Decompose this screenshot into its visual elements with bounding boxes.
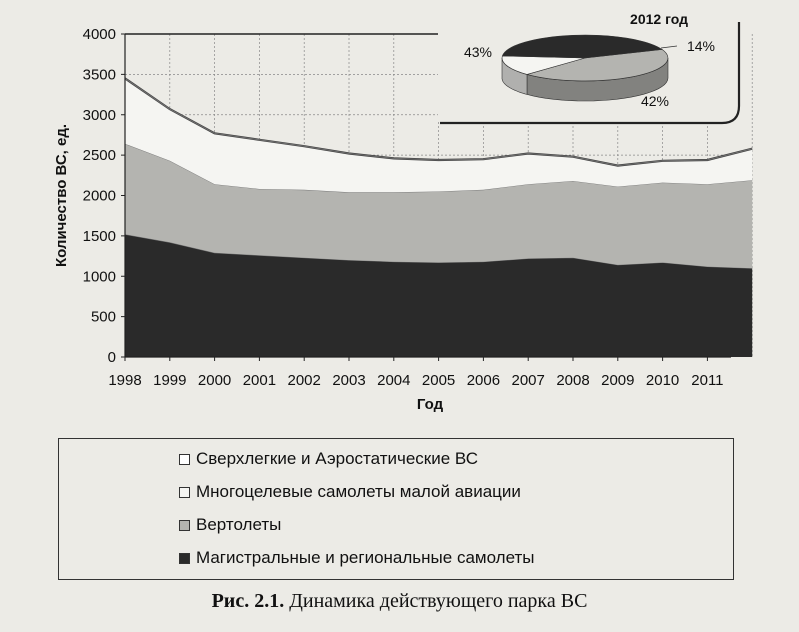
- caption-number: Рис. 2.1.: [211, 590, 285, 612]
- figure-caption: Рис. 2.1. Динамика действующего парка ВС: [0, 590, 799, 613]
- x-tick-label: 1998: [108, 372, 141, 389]
- x-tick-label: 1999: [153, 372, 186, 389]
- pie-slice: [525, 49, 669, 82]
- area-series-1: [125, 143, 753, 269]
- x-tick-label: 2009: [601, 372, 634, 389]
- x-tick-label: 2003: [332, 372, 365, 389]
- legend-label: Магистральные и региональные самолеты: [196, 548, 535, 567]
- legend-label: Вертолеты: [196, 515, 282, 534]
- x-tick-label: 2005: [422, 372, 455, 389]
- pie-slice-label: 42%: [641, 93, 669, 109]
- y-tick-label: 3500: [83, 66, 116, 83]
- chart: 0 500 1000 1500 2000 2500 3000 3500 4000 1998 1999…: [53, 11, 753, 413]
- y-tick-label: 1000: [83, 268, 116, 285]
- y-tick-label: 1500: [83, 228, 116, 245]
- y-tick-label: 2000: [83, 188, 116, 205]
- legend-swatch: [179, 453, 190, 465]
- legend-label: Многоцелевые самолеты малой авиации: [196, 482, 521, 501]
- legend-swatch: [179, 486, 190, 498]
- y-axis-title: Количество ВС, ед.: [53, 124, 70, 267]
- legend-item: Магистральные и региональные самолеты: [179, 548, 534, 568]
- x-tick-label: 2011: [691, 372, 723, 389]
- inset-pie: 2012 год 43% 14% 42%: [438, 11, 741, 125]
- y-tick-label: 4000: [83, 26, 116, 43]
- pie-slice: [501, 55, 586, 75]
- x-tick-label: 2007: [512, 372, 545, 389]
- y-tick-label: 0: [108, 349, 116, 366]
- legend-item: Сверхлегкие и Аэростатические ВС: [179, 449, 478, 469]
- x-tick-label: 2010: [646, 372, 679, 389]
- legend-swatch: [179, 552, 190, 564]
- y-tick-label: 3000: [83, 107, 116, 124]
- x-tick-label: 2008: [556, 372, 589, 389]
- x-tick-label: 2001: [243, 372, 276, 389]
- x-axis-title: Год: [417, 396, 444, 413]
- x-tick-label: 2006: [467, 372, 500, 389]
- inset-frame: [440, 22, 741, 125]
- legend-item: Вертолеты: [179, 515, 281, 535]
- pie-title: 2012 год: [630, 11, 688, 27]
- pie-slice-label: 14%: [687, 38, 715, 54]
- pie-slice-label: 43%: [464, 44, 492, 60]
- pie-leader-line: [660, 45, 678, 49]
- x-tick-label: 2000: [198, 372, 231, 389]
- area-series-2: [125, 78, 753, 193]
- legend-item: Многоцелевые самолеты малой авиации: [179, 482, 521, 502]
- areas: [124, 77, 753, 357]
- pie-slice: [501, 34, 663, 59]
- x-tick-label: 2004: [377, 372, 410, 389]
- legend-label: Сверхлегкие и Аэростатические ВС: [196, 449, 478, 468]
- area-edge-3: [124, 78, 753, 167]
- legend-swatch: [179, 519, 190, 531]
- caption-text: Динамика действующего парка ВС: [284, 590, 588, 612]
- y-tick-label: 500: [91, 309, 116, 326]
- area-series-0: [125, 234, 753, 357]
- legend: Сверхлегкие и Аэростатические ВС Многоце…: [58, 438, 734, 580]
- y-tick-label: 2500: [83, 147, 116, 164]
- axes: 0 500 1000 1500 2000 2500 3000 3500 4000 1998 1999…: [53, 26, 731, 413]
- x-tick-label: 2002: [288, 372, 321, 389]
